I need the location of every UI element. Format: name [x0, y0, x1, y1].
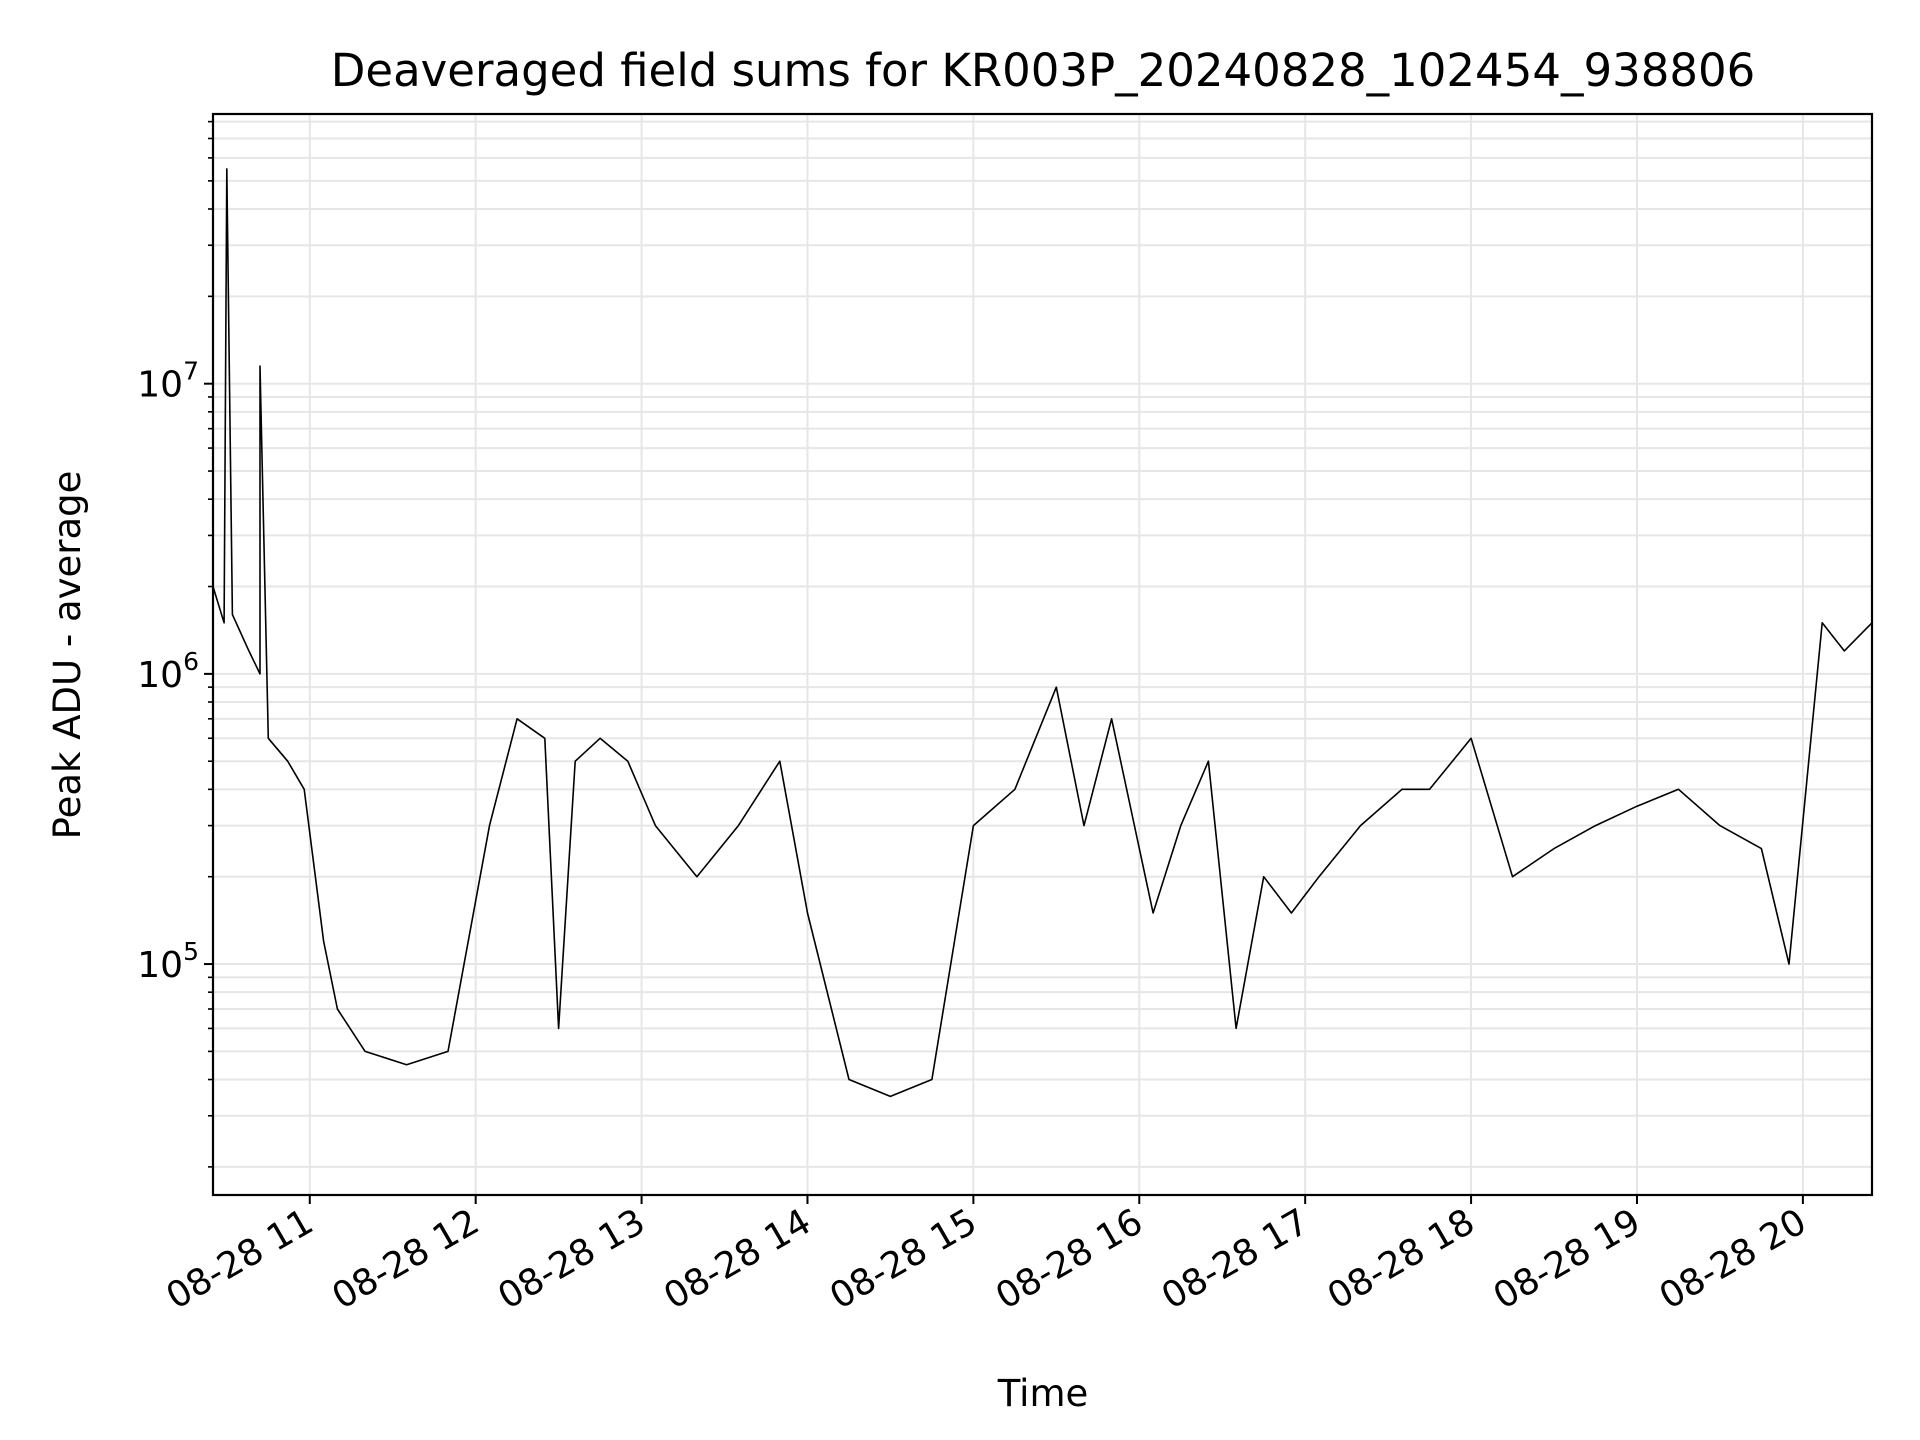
- y-tick-label-base: 10: [137, 365, 183, 406]
- y-tick-label: 107: [137, 357, 199, 406]
- y-tick-label-base: 10: [137, 945, 183, 986]
- y-tick-label-base: 10: [137, 655, 183, 696]
- chart-title: Deaveraged field sums for KR003P_2024082…: [331, 44, 1755, 97]
- y-tick-label-exponent: 7: [183, 357, 199, 386]
- grid-layer: [213, 114, 1872, 1195]
- y-axis-label: Peak ADU - average: [46, 471, 89, 840]
- y-tick-label: 106: [137, 647, 199, 696]
- y-tick-label-exponent: 6: [183, 647, 199, 676]
- x-axis-label: Time: [997, 1372, 1089, 1415]
- data-series-line: [212, 168, 1873, 1098]
- y-tick-label-exponent: 5: [183, 937, 199, 966]
- plot-frame: [211, 112, 1874, 1197]
- y-tick-label: 105: [137, 937, 199, 986]
- line-layer: [212, 168, 1873, 1098]
